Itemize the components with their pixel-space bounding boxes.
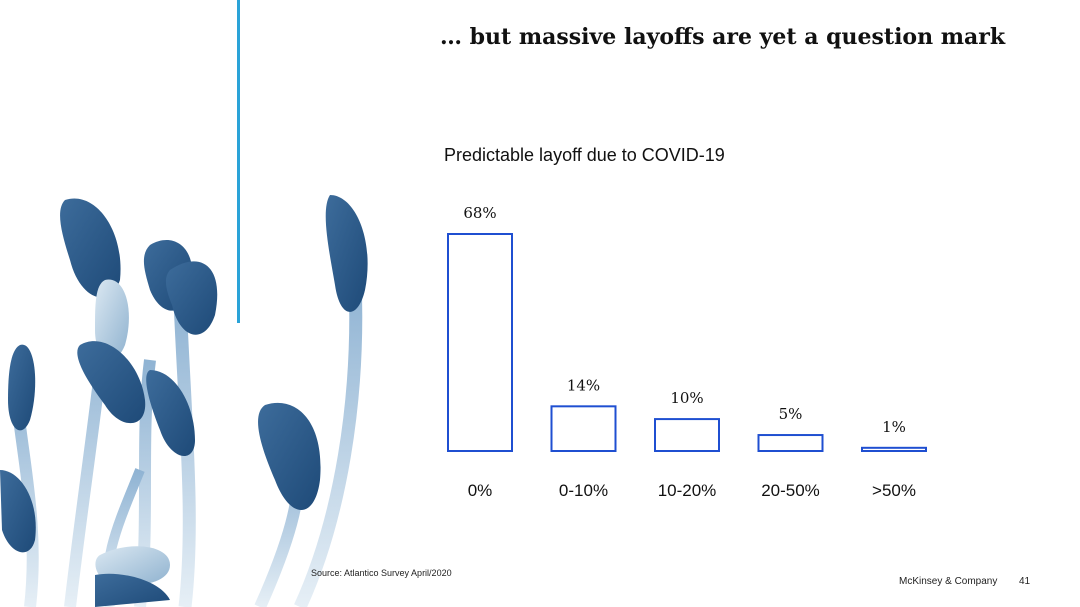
bar-1 [447,233,513,452]
slide-title: … but massive layoffs are yet a question… [440,24,1006,50]
value-label-3: 10% [670,389,703,407]
layoff-bar-chart: 68% 0% 14% 0-10% 10% 10-20% 5% 20-50% 1% >50% [447,204,927,500]
page-number: 41 [1019,576,1031,587]
category-label-3: 10-20% [658,481,717,500]
bar-2 [550,405,617,453]
accent-line [237,0,240,323]
footer-brand: McKinsey & Company [899,576,998,587]
category-label-2: 0-10% [559,481,608,500]
bar-4 [757,434,824,452]
value-label-1: 68% [463,204,496,222]
category-label-5: >50% [872,481,916,500]
value-label-4: 5% [779,405,803,423]
bar-3 [654,418,720,453]
source-note: Source: Atlantico Survey April/2020 [311,568,452,578]
value-label-2: 14% [567,376,600,394]
category-label-4: 20-50% [761,481,820,500]
category-label-1: 0% [468,481,493,500]
chart-title: Predictable layoff due to COVID-19 [444,145,725,165]
bar-5 [861,446,927,453]
value-label-5: 1% [882,418,906,436]
plant-sprouts-image [0,195,368,607]
